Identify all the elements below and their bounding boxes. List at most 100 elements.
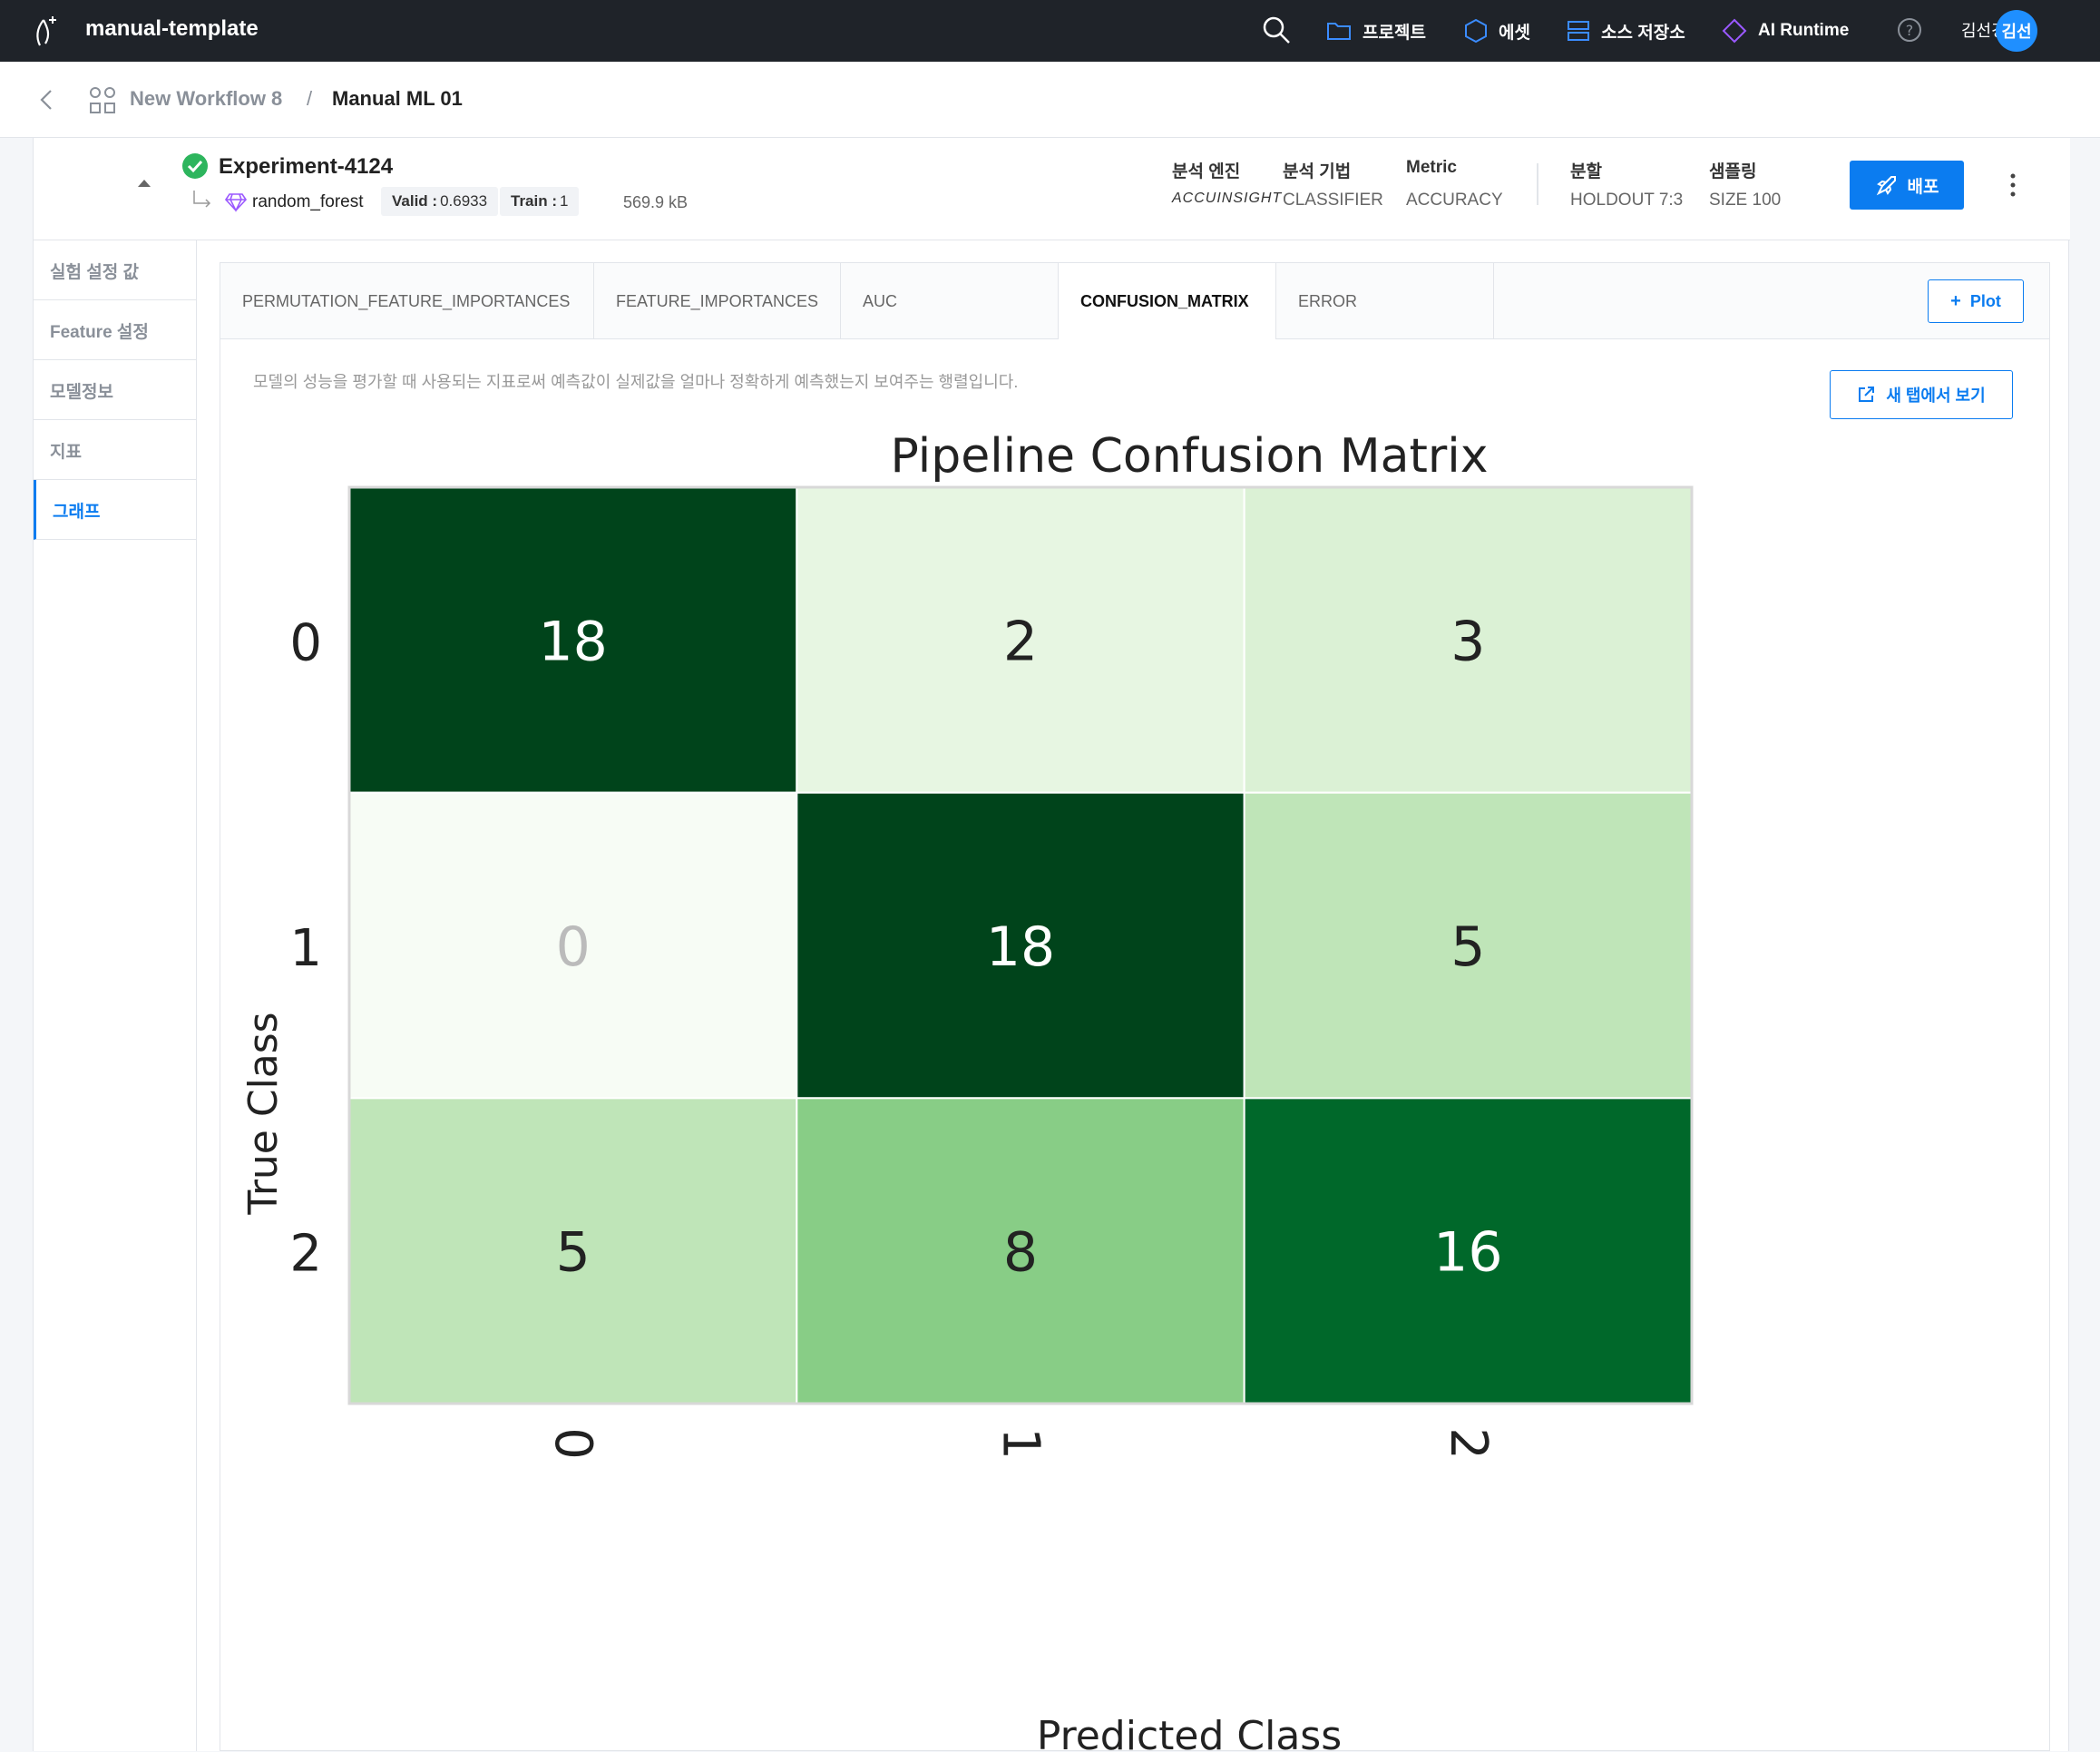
sidebar-item-experiment-settings[interactable]: 실험 설정 값 <box>34 240 197 300</box>
heatmap-cells: 18 2 3 0 18 5 5 8 16 <box>347 485 1694 1405</box>
y-tick-labels: 0 1 2 <box>289 613 322 1283</box>
valid-label: Valid : <box>392 192 438 210</box>
main-content: Experiment-4124 random_forest Valid : 0.… <box>33 138 2070 1752</box>
svg-text:?: ? <box>1906 22 1914 39</box>
plot-tabs: PERMUTATION_FEATURE_IMPORTANCES FEATURE_… <box>220 263 2049 339</box>
model-name: random_forest <box>252 192 364 211</box>
open-in-new-tab-label: 새 탭에서 보기 <box>1886 387 1986 405</box>
meta-divider <box>1537 163 1538 205</box>
nav-source-repo-label: 소스 저장소 <box>1601 23 1685 43</box>
rocket-icon <box>1876 176 1896 196</box>
help-icon[interactable]: ? <box>1896 16 1923 44</box>
nav-projects-label: 프로젝트 <box>1363 23 1426 43</box>
diamond-icon <box>1722 18 1747 44</box>
deploy-button[interactable]: 배포 <box>1850 161 1964 210</box>
sidebar-item-graph[interactable]: 그래프 <box>34 480 197 540</box>
meta-split-value: HOLDOUT 7:3 <box>1570 191 1684 210</box>
meta-sampling-key: 샘플링 <box>1709 162 1757 181</box>
heatmap-border <box>347 485 1694 1405</box>
plus-icon: + <box>1950 290 1961 311</box>
x-tick-label: 0 <box>543 1427 602 1460</box>
open-in-new-tab-button[interactable]: 새 탭에서 보기 <box>1830 370 2013 419</box>
more-options-icon[interactable] <box>2007 171 2018 200</box>
app-logo-icon[interactable] <box>31 13 62 49</box>
heatmap-cell <box>1243 791 1693 1100</box>
sidebar-item-feature-settings[interactable]: Feature 설정 <box>34 300 197 360</box>
meta-sampling-value: SIZE 100 <box>1709 191 1782 210</box>
collapse-caret-icon[interactable] <box>135 176 153 189</box>
heatmap-cell <box>348 486 798 794</box>
y-tick-label: 1 <box>289 919 322 978</box>
heatmap-cell-value: 5 <box>556 1221 591 1285</box>
sub-item-arrow-icon <box>193 191 211 208</box>
nav-projects[interactable]: 프로젝트 <box>1326 0 1426 62</box>
heatmap-cell <box>796 1097 1245 1405</box>
tab-confusion-matrix[interactable]: CONFUSION_MATRIX <box>1059 263 1276 339</box>
nav-assets[interactable]: 에셋 <box>1464 0 1530 62</box>
x-tick-label: 2 <box>1439 1427 1498 1460</box>
y-axis-label: True Class <box>240 1012 287 1215</box>
back-arrow-icon[interactable] <box>38 87 54 113</box>
meta-engine-logo: ACCUINSIGHT <box>1172 191 1283 206</box>
valid-value: 0.6933 <box>440 192 488 210</box>
breadcrumb-bar: New Workflow 8 / Manual ML 01 <box>0 62 2100 138</box>
heatmap-cell <box>348 791 798 1100</box>
user-avatar[interactable]: 김선 <box>1996 10 2037 52</box>
success-check-icon <box>182 153 208 179</box>
nav-source-repo[interactable]: 소스 저장소 <box>1567 0 1685 62</box>
y-tick-label: 0 <box>289 613 322 672</box>
train-score-chip: Train : 1 <box>500 187 580 216</box>
workflow-icon <box>90 87 115 113</box>
nav-ai-runtime[interactable]: AI Runtime <box>1722 0 1849 62</box>
heatmap-cell-value: 8 <box>1003 1221 1038 1285</box>
heatmap-cell <box>348 1097 798 1405</box>
train-label: Train : <box>511 192 558 210</box>
add-plot-button[interactable]: + Plot <box>1928 279 2024 323</box>
nav-ai-runtime-label: AI Runtime <box>1758 21 1850 40</box>
deploy-label: 배포 <box>1907 177 1939 197</box>
tab-error[interactable]: ERROR <box>1276 263 1494 339</box>
chart-description: 모델의 성능을 평가할 때 사용되는 지표로써 예측값이 실제값을 얼마나 정확… <box>253 373 1019 391</box>
meta-metric-key: Metric <box>1406 158 1457 177</box>
gem-icon <box>225 193 247 212</box>
meta-method-value: CLASSIFIER <box>1283 191 1383 210</box>
train-value: 1 <box>560 192 569 210</box>
graph-panel: PERMUTATION_FEATURE_IMPORTANCES FEATURE_… <box>220 262 2050 1752</box>
heatmap-cell-value: 3 <box>1450 610 1485 673</box>
experiment-name: Experiment-4124 <box>219 154 394 179</box>
heatmap-cell-value: 0 <box>556 915 591 979</box>
external-link-icon <box>1859 387 1875 402</box>
y-tick-label: 2 <box>289 1225 322 1284</box>
add-plot-label: Plot <box>1969 291 2001 310</box>
experiment-header: Experiment-4124 random_forest Valid : 0.… <box>34 138 2070 240</box>
meta-metric-value: ACCURACY <box>1406 191 1503 210</box>
database-icon <box>1568 21 1589 41</box>
meta-split-key: 분할 <box>1570 162 1602 181</box>
app-name[interactable]: manual-template <box>85 16 259 41</box>
sidebar-item-metrics[interactable]: 지표 <box>34 420 197 480</box>
heatmap-cell-value: 18 <box>986 915 1055 979</box>
tab-feature-importances[interactable]: FEATURE_IMPORTANCES <box>594 263 841 339</box>
tab-auc[interactable]: AUC <box>841 263 1059 339</box>
heatmap-cell-value: 18 <box>538 610 607 673</box>
x-tick-labels: 0 1 2 <box>543 1427 1498 1460</box>
result-sidebar: 실험 설정 값 Feature 설정 모델정보 지표 그래프 <box>34 240 197 1751</box>
folder-icon <box>1327 23 1351 40</box>
user-name: 김선경 <box>1961 22 2007 40</box>
valid-score-chip: Valid : 0.6933 <box>381 187 499 216</box>
x-tick-label: 1 <box>991 1427 1050 1460</box>
meta-engine-key: 분석 엔진 <box>1172 162 1241 181</box>
sidebar-item-model-info[interactable]: 모델정보 <box>34 360 197 420</box>
breadcrumb-separator: / <box>307 87 313 110</box>
heatmap-cell-value: 5 <box>1450 915 1485 979</box>
tab-permutation-feature-importances[interactable]: PERMUTATION_FEATURE_IMPORTANCES <box>220 263 594 339</box>
chart-title: Pipeline Confusion Matrix <box>891 436 1489 484</box>
breadcrumb-workflow[interactable]: New Workflow 8 <box>130 87 283 110</box>
heatmap-cell <box>1243 1097 1693 1405</box>
model-size: 569.9 kB <box>623 193 689 211</box>
meta-method-key: 분석 기법 <box>1283 162 1352 181</box>
hexagon-icon <box>1465 18 1487 44</box>
nav-assets-label: 에셋 <box>1499 23 1530 43</box>
search-icon[interactable] <box>1261 15 1292 45</box>
breadcrumb-current: Manual ML 01 <box>332 87 463 110</box>
